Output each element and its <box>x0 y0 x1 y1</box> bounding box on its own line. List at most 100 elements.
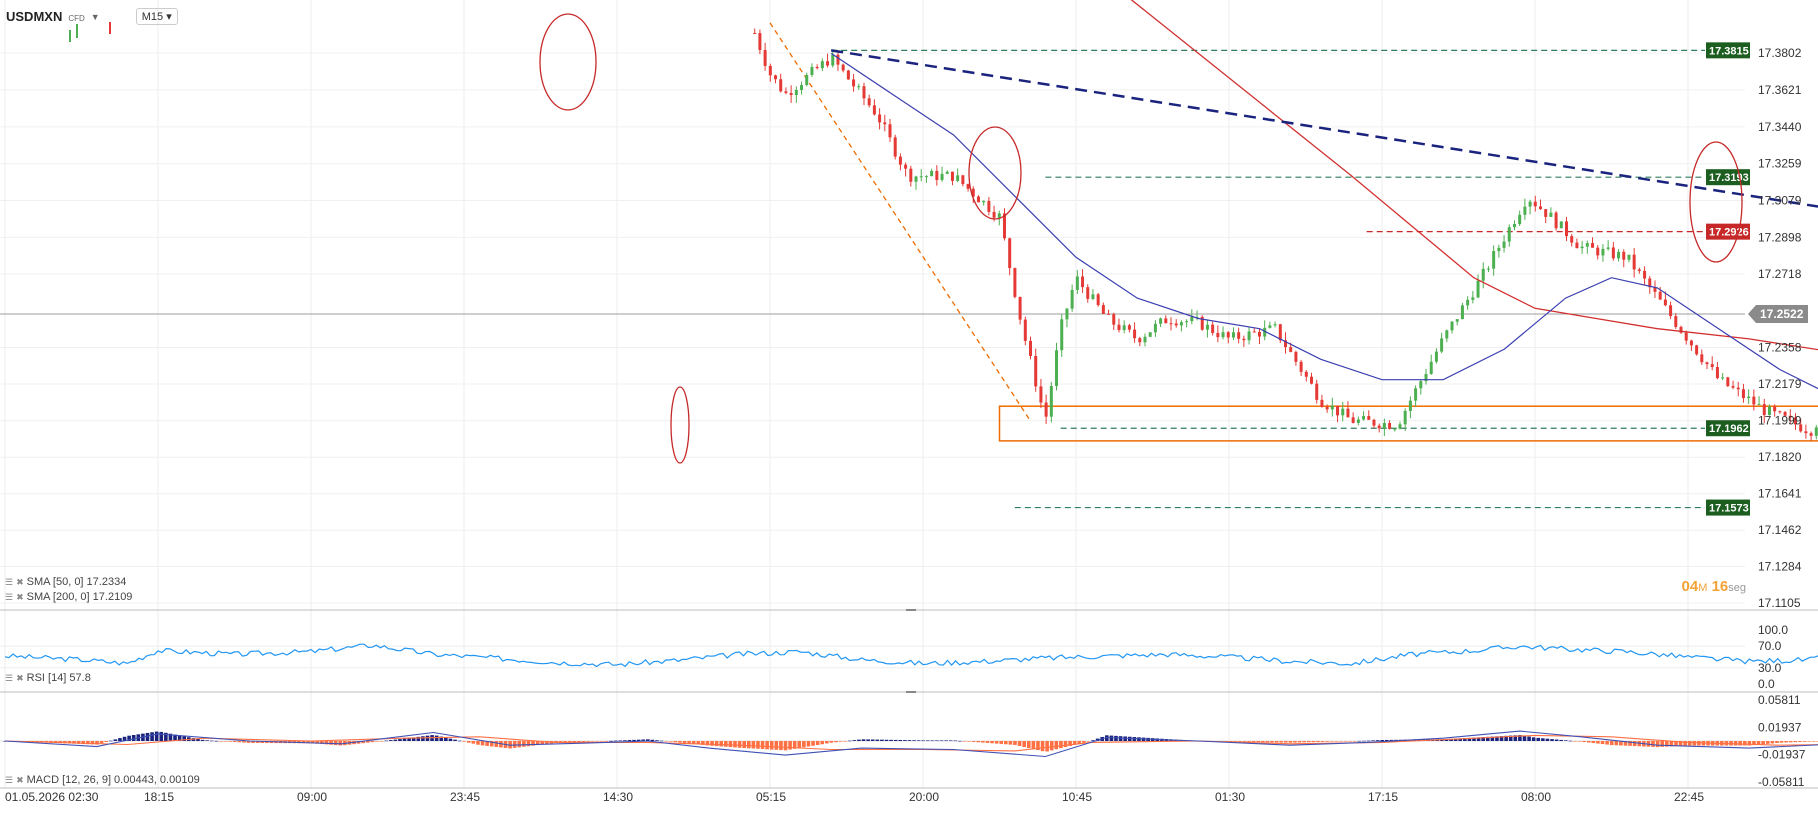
legend-rsi-text: RSI [14] 57.8 <box>26 672 91 684</box>
macd-histogram-bar <box>237 741 242 743</box>
macd-histogram-bar <box>1279 741 1284 743</box>
macd-histogram-bar <box>402 738 407 741</box>
x-axis-tick-label: 01.05.2026 02:30 <box>5 790 99 804</box>
macd-histogram-bar <box>489 741 494 747</box>
pane-resize-handle <box>906 609 916 611</box>
legend-sma50-text: SMA [50, 0] 17.2334 <box>26 576 127 588</box>
macd-histogram-bar <box>1619 741 1623 746</box>
timeframe-selector[interactable]: M15 ▾ <box>135 8 178 25</box>
candle-body <box>1434 351 1438 362</box>
symbol-dropdown-icon[interactable]: ▼ <box>90 11 100 22</box>
macd-histogram-bar <box>425 735 430 741</box>
candle-body <box>1257 331 1261 337</box>
candle-body <box>878 114 882 123</box>
candle-body <box>774 75 778 80</box>
candle-body <box>1767 406 1771 416</box>
macd-histogram-bar <box>375 741 379 742</box>
settings-icon[interactable]: ☰ <box>5 774 14 785</box>
macd-histogram-bar <box>1472 737 1476 741</box>
candle-body <box>1330 405 1334 410</box>
candle-body <box>1736 387 1740 390</box>
candle-body <box>919 176 923 178</box>
candle-body <box>1523 206 1527 215</box>
candle-body <box>1034 355 1038 387</box>
macd-histogram-bar <box>939 740 944 742</box>
candle-body <box>982 200 986 203</box>
macd-histogram-bar <box>1550 739 1554 741</box>
close-icon[interactable]: ✖ <box>16 591 24 602</box>
macd-histogram-bar <box>742 741 746 749</box>
candle-body <box>794 90 798 96</box>
macd-histogram-bar <box>843 741 847 742</box>
candle-body <box>1799 424 1803 432</box>
macd-histogram-bar <box>416 736 421 741</box>
macd-histogram-bar <box>1669 741 1674 747</box>
macd-histogram-bar <box>838 741 843 742</box>
macd-tick-label: -0.01937 <box>1758 748 1806 762</box>
candle-body <box>1773 406 1777 412</box>
macd-histogram-bar <box>526 741 531 747</box>
candle-body <box>1710 364 1714 368</box>
settings-icon[interactable]: ☰ <box>5 591 14 602</box>
candle-body <box>987 200 991 212</box>
macd-histogram-bar <box>981 741 985 743</box>
y-axis-tick-label: 17.1105 <box>1758 596 1801 610</box>
macd-histogram-bar <box>857 739 861 741</box>
candle-body <box>1403 410 1407 425</box>
close-icon[interactable]: ✖ <box>16 774 24 785</box>
macd-histogram-bar <box>884 739 889 741</box>
y-axis-tick-label: 17.3259 <box>1758 157 1802 171</box>
macd-histogram-bar <box>779 741 783 751</box>
macd-histogram-bar <box>751 741 756 749</box>
macd-histogram-bar <box>1756 741 1761 745</box>
macd-histogram-bar <box>242 741 246 743</box>
macd-histogram-bar <box>384 740 388 742</box>
highlight-ellipse <box>539 13 597 111</box>
macd-histogram-bar <box>705 741 710 746</box>
macd-histogram-bar <box>1692 741 1697 746</box>
macd-histogram-bar <box>255 741 260 743</box>
candle-body <box>1039 386 1043 403</box>
candle-body <box>1008 238 1012 269</box>
x-axis-tick-label: 23:45 <box>450 790 480 804</box>
macd-histogram-bar <box>930 740 935 742</box>
settings-icon[interactable]: ☰ <box>5 672 14 683</box>
macd-histogram-bar <box>710 741 714 746</box>
macd-histogram-bar <box>1476 737 1481 741</box>
macd-histogram-bar <box>1609 741 1614 746</box>
candle-body <box>1075 276 1079 290</box>
macd-histogram-bar <box>1545 738 1550 741</box>
level-price-label: 17.1573 <box>1709 503 1749 515</box>
macd-histogram-bar <box>1031 741 1036 750</box>
candle-body <box>1747 396 1751 399</box>
macd-histogram-bar <box>122 736 127 741</box>
candle-body <box>1237 332 1241 339</box>
macd-histogram-bar <box>104 741 108 742</box>
macd-histogram-bar <box>1251 741 1256 743</box>
level-price-label: 17.3193 <box>1709 172 1749 184</box>
candle-body <box>1507 227 1511 242</box>
macd-histogram-bar <box>1293 741 1297 743</box>
macd-histogram-bar <box>159 731 164 741</box>
candle-body <box>1101 305 1105 314</box>
candle-body <box>1013 268 1017 297</box>
x-axis-tick-label: 20:00 <box>909 790 939 804</box>
symbol-name[interactable]: USDMXN <box>6 9 63 24</box>
candle-body <box>1554 212 1558 229</box>
timer-seconds-unit: seg <box>1728 582 1746 594</box>
macd-histogram-bar <box>1334 741 1339 742</box>
settings-icon[interactable]: ☰ <box>5 576 14 587</box>
candle-body <box>1476 280 1480 298</box>
macd-histogram-bar <box>1008 741 1013 745</box>
macd-histogram-bar <box>1375 740 1380 741</box>
close-icon[interactable]: ✖ <box>16 576 24 587</box>
close-icon[interactable]: ✖ <box>16 672 24 683</box>
macd-histogram-bar <box>421 736 425 741</box>
candle-body <box>1721 377 1725 379</box>
macd-histogram-bar <box>1527 736 1531 741</box>
macd-histogram-bar <box>1802 741 1807 742</box>
candle-body <box>1512 224 1516 228</box>
candle-body <box>1023 319 1027 341</box>
macd-histogram-bar <box>1242 741 1247 742</box>
